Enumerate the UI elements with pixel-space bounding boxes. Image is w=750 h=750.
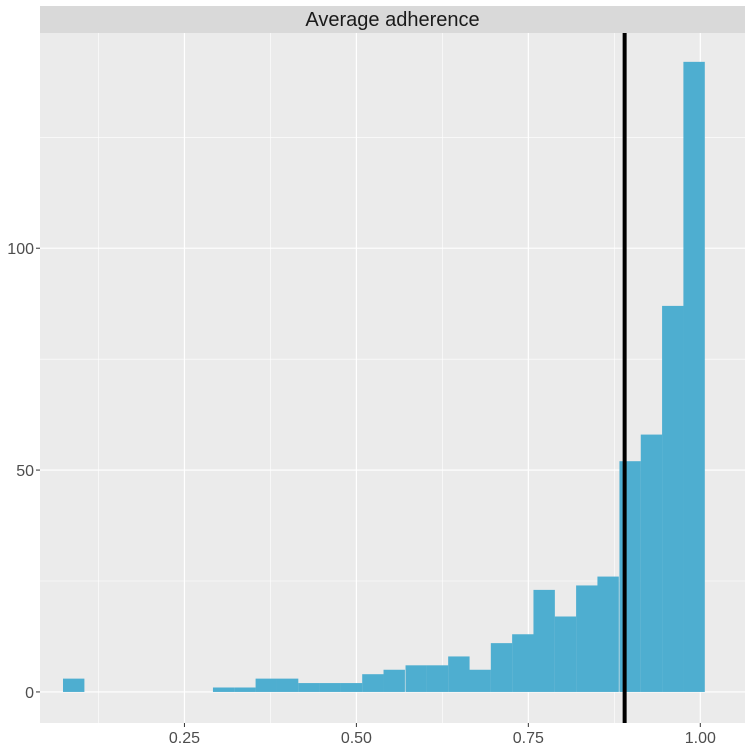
- histogram-bar: [234, 687, 256, 692]
- x-tick-label: 1.00: [685, 730, 716, 747]
- histogram-bars: [63, 61, 705, 692]
- x-tick-label: 0.75: [513, 730, 544, 747]
- histogram-bar: [490, 643, 513, 692]
- histogram-bar: [662, 305, 684, 692]
- histogram-bar: [298, 683, 320, 692]
- x-axis: 0.25 0.50 0.75 1.00: [169, 723, 716, 747]
- y-axis: 0 50 100: [7, 241, 40, 702]
- facet-strip-label: Average adherence: [305, 9, 479, 31]
- histogram-bar: [383, 669, 405, 692]
- histogram-bar: [469, 669, 491, 692]
- histogram-bar: [276, 678, 299, 692]
- histogram-bar: [554, 616, 577, 692]
- histogram-bar: [597, 576, 619, 692]
- histogram-bar: [362, 674, 384, 692]
- histogram-bar: [640, 434, 663, 692]
- histogram-bar: [576, 585, 598, 692]
- histogram-bar: [512, 634, 534, 692]
- histogram-bar: [63, 678, 85, 692]
- x-tick-label: 0.50: [341, 730, 372, 747]
- histogram-bar: [319, 683, 341, 692]
- histogram-bar: [212, 687, 235, 692]
- facet-strip: [40, 6, 745, 33]
- y-tick-label: 0: [25, 685, 34, 702]
- histogram-bar: [426, 665, 449, 692]
- histogram-bar: [448, 656, 470, 692]
- histogram-bar: [255, 678, 277, 692]
- histogram-bar: [683, 61, 705, 692]
- histogram-bar: [405, 665, 427, 692]
- histogram-bar: [340, 683, 363, 692]
- x-tick-label: 0.25: [169, 730, 200, 747]
- y-tick-label: 100: [7, 241, 34, 258]
- y-tick-label: 50: [16, 463, 34, 480]
- histogram-bar: [533, 589, 555, 692]
